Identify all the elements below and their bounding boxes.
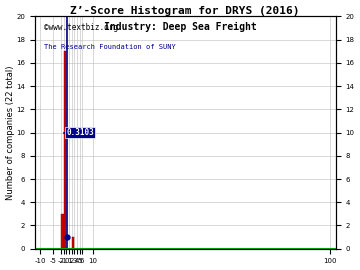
Bar bbox=[64, 51, 66, 249]
Title: Z’-Score Histogram for DRYS (2016): Z’-Score Histogram for DRYS (2016) bbox=[71, 6, 300, 16]
Bar bbox=[61, 214, 64, 249]
Text: ©www.textbiz.org: ©www.textbiz.org bbox=[44, 23, 118, 32]
Bar bbox=[72, 237, 74, 249]
Text: Industry: Deep Sea Freight: Industry: Deep Sea Freight bbox=[104, 22, 256, 32]
Y-axis label: Number of companies (22 total): Number of companies (22 total) bbox=[5, 65, 14, 200]
Text: The Research Foundation of SUNY: The Research Foundation of SUNY bbox=[44, 44, 175, 50]
Text: 0.3103: 0.3103 bbox=[66, 128, 94, 137]
